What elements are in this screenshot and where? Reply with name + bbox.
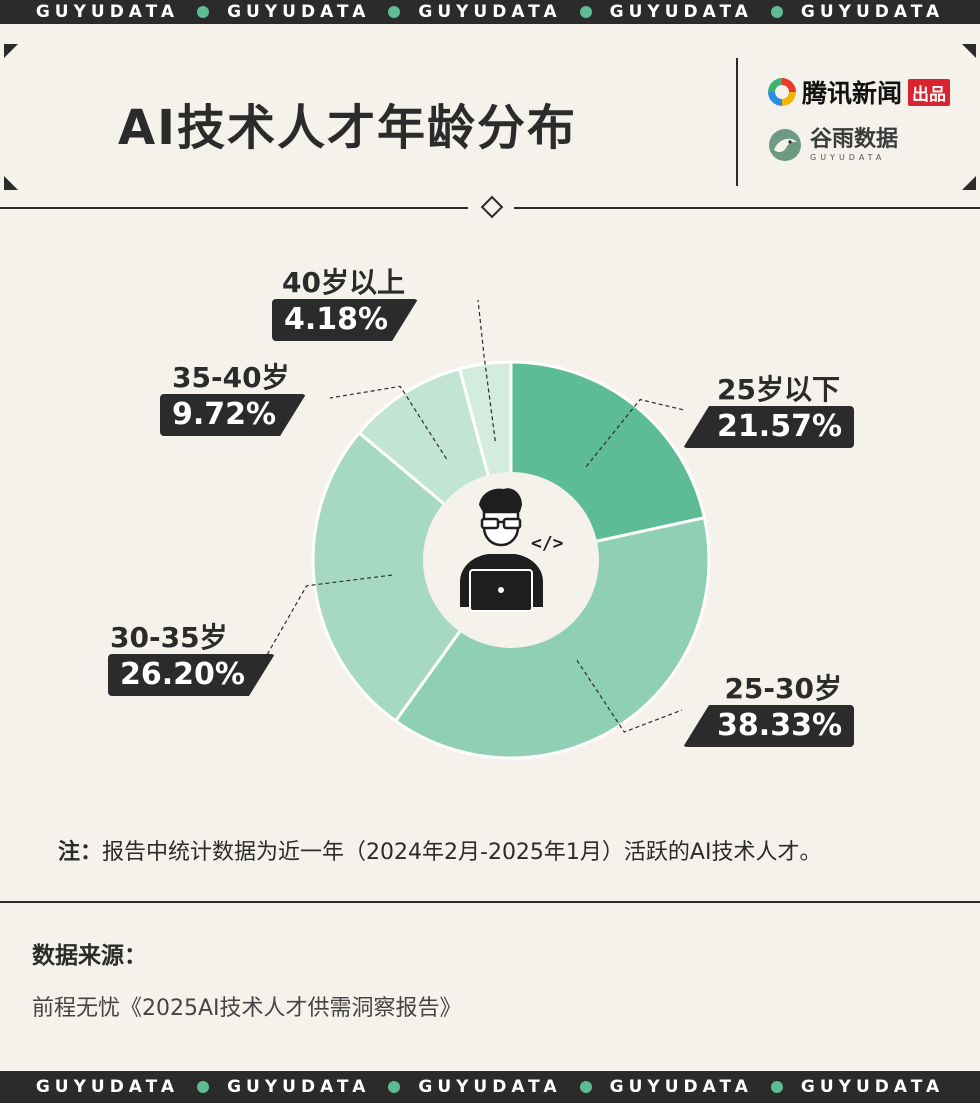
banner-word: GUYUDATA [609,2,753,22]
brand-name: 谷雨数据 [810,126,899,152]
corner-mark [962,176,976,190]
label-40-plus: 40岁以上 4.18% [272,267,418,341]
label-25-30: 25-30岁 38.33% [683,673,854,747]
category-label: 35-40岁 [172,361,290,394]
banner-word: GUYUDATA [35,2,180,22]
value-label: 9.72% [160,394,306,436]
category-label: 30-35岁 [110,621,228,654]
banner-dot [770,6,783,18]
publisher-tag: 出品 [908,78,951,106]
footnote: 注：报告中统计数据为近一年（2024年2月-2025年1月）活跃的AI技术人才。 [58,834,821,866]
tencent-news-logo-icon [768,78,796,106]
programmer-laptop-icon: </> [460,488,564,612]
publisher: 腾讯新闻 出品 [768,74,951,110]
banner-dot [197,6,210,18]
footnote-label: 注： [58,840,103,865]
brand-sub: GUYUDATA [810,152,886,162]
banner-dot [579,1081,592,1093]
leader-line [477,299,496,442]
banner-word: GUYUDATA [800,1077,945,1097]
section-rule [0,901,980,903]
publisher-name: 腾讯新闻 [802,79,903,108]
value-label: 26.20% [108,654,275,696]
brand: 谷雨数据 GUYUDATA [768,128,898,162]
value-label: 38.33% [683,705,854,747]
banner-dot [388,1081,401,1093]
banner-dot [770,1081,783,1093]
banner-dot [579,6,592,18]
label-35-40: 35-40岁 9.72% [160,362,306,436]
value-label: 4.18% [272,299,418,341]
diamond-ornament-icon [480,195,504,219]
source-text: 前程无忧《2025AI技术人才供需洞察报告》 [32,996,462,1021]
banner-word: GUYUDATA [609,1077,753,1097]
header-rule [514,207,980,209]
category-label: 40岁以上 [282,266,405,299]
svg-text:</>: </> [531,533,564,554]
source-label: 数据来源： [32,943,147,969]
age-distribution-donut-chart: </> [263,299,711,760]
header-rule [0,207,468,209]
label-under-25: 25岁以下 21.57% [683,374,854,448]
page-title: AI技术人才年龄分布 [118,100,578,156]
banner-word: GUYUDATA [227,1077,371,1097]
banner-word: GUYUDATA [418,1077,562,1097]
banner-dot [388,6,401,18]
category-label: 25岁以下 [717,373,840,406]
leader-line [585,398,685,467]
corner-mark [4,176,18,190]
leader-line [263,574,393,661]
banner-word: GUYUDATA [35,1077,180,1097]
banner-word: GUYUDATA [418,2,562,22]
banner-dot [197,1081,210,1093]
leader-line [329,385,447,460]
header-divider [736,58,738,186]
bird-logo-icon [769,129,801,161]
label-30-35: 30-35岁 26.20% [108,622,275,696]
corner-mark [962,44,976,58]
banner-word: GUYUDATA [227,2,371,22]
banner-word: GUYUDATA [800,2,945,22]
value-label: 21.57% [683,406,854,448]
top-banner: GUYUDATA GUYUDATA GUYUDATA GUYUDATA GUYU… [0,0,980,24]
leader-line [576,659,683,733]
corner-mark [4,44,18,58]
bottom-banner: GUYUDATA GUYUDATA GUYUDATA GUYUDATA GUYU… [0,1071,980,1103]
category-label: 25-30岁 [724,672,842,705]
footnote-text: 报告中统计数据为近一年（2024年2月-2025年1月）活跃的AI技术人才。 [102,840,822,865]
